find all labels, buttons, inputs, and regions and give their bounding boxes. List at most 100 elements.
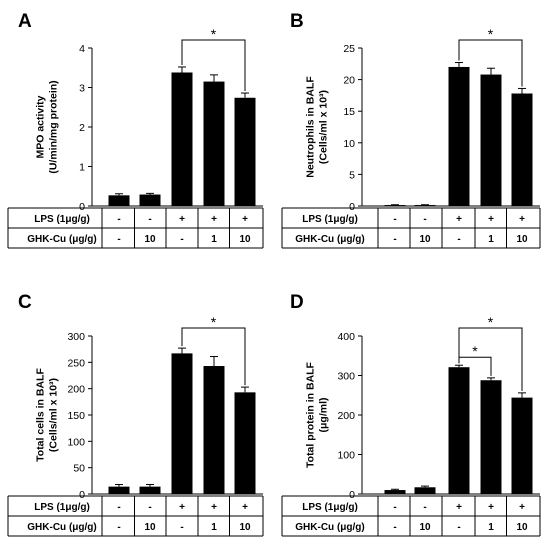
condition-cell: 1: [211, 522, 217, 533]
panel-letter: C: [18, 292, 32, 313]
panel-letter: D: [290, 292, 304, 313]
y-tick-label: 20: [343, 75, 355, 87]
significance-marker: *: [211, 26, 217, 42]
significance-bracket: [458, 39, 523, 87]
condition-cell: -: [393, 234, 396, 245]
y-tick-label: 25: [343, 43, 355, 55]
y-tick-label: 100: [337, 450, 355, 462]
condition-cell: +: [179, 502, 185, 513]
y-tick-label: 2: [79, 122, 85, 134]
condition-label: LPS (1μg/g): [34, 214, 90, 225]
y-axis-label: (μg/ml): [318, 397, 330, 432]
y-tick-label: 0: [349, 201, 355, 213]
condition-cell: +: [242, 214, 248, 225]
condition-label: GHK-Cu (μg/g): [27, 234, 96, 245]
y-axis-label: Total cells in BALF: [35, 368, 47, 462]
y-tick-label: 10: [343, 138, 355, 150]
condition-cell: +: [519, 502, 525, 513]
significance-marker: *: [488, 314, 494, 330]
condition-cell: -: [457, 522, 460, 533]
panel-b: B 0 5 10 15 20 25 Neutrophils in BALF (Cells/ml …: [281, 11, 541, 249]
y-tick-label: 5: [349, 169, 355, 181]
condition-cell: 10: [419, 234, 431, 245]
y-axis-label: (Cells/ml x 10³): [48, 378, 60, 452]
condition-label: GHK-Cu (μg/g): [295, 522, 364, 533]
y-tick-label: 150: [67, 410, 85, 422]
condition-cell: +: [242, 502, 248, 513]
bar: [171, 353, 193, 494]
condition-label: GHK-Cu (μg/g): [295, 234, 364, 245]
bar: [203, 366, 225, 494]
condition-cell: -: [117, 214, 120, 225]
condition-cell: -: [148, 502, 151, 513]
bar: [234, 97, 256, 206]
bar: [108, 486, 130, 494]
condition-cell: -: [117, 502, 120, 513]
panel-a: A 0 1 2 3 4 MPO activity (U/min/mg protein) * LPS…: [7, 11, 264, 249]
condition-cell: 10: [239, 234, 251, 245]
condition-cell: -: [117, 522, 120, 533]
condition-cell: -: [393, 522, 396, 533]
condition-cell: +: [456, 502, 462, 513]
condition-cell: +: [488, 214, 494, 225]
bar: [203, 81, 225, 206]
bar: [448, 66, 470, 207]
condition-cell: 10: [516, 234, 528, 245]
bar: [234, 392, 256, 494]
condition-cell: 10: [144, 522, 156, 533]
condition-cell: +: [519, 214, 525, 225]
significance-marker: *: [472, 343, 478, 359]
condition-cell: -: [393, 214, 396, 225]
y-tick-label: 50: [73, 463, 85, 475]
y-tick-label: 4: [79, 43, 85, 55]
panel-letter: B: [290, 11, 304, 32]
condition-cell: +: [488, 502, 494, 513]
y-tick-label: 200: [67, 384, 85, 396]
condition-cell: -: [148, 214, 151, 225]
panel-letter: A: [18, 11, 32, 32]
condition-cell: 1: [488, 234, 494, 245]
y-tick-label: 400: [337, 331, 355, 343]
significance-bracket: [181, 327, 246, 386]
condition-cell: -: [423, 214, 426, 225]
panel-d: D 0 100 200 300 400 Total protein in BALF (μg/m…: [281, 292, 541, 537]
y-tick-label: 0: [79, 201, 85, 213]
condition-label: GHK-Cu (μg/g): [27, 522, 96, 533]
condition-cell: 10: [144, 234, 156, 245]
bar: [139, 486, 161, 494]
bar: [171, 72, 193, 207]
condition-cell: -: [423, 502, 426, 513]
bar: [384, 490, 406, 494]
y-tick-label: 300: [67, 331, 85, 343]
y-tick-label: 100: [67, 436, 85, 448]
condition-cell: 1: [211, 234, 217, 245]
significance-bracket: [181, 39, 246, 92]
bar: [480, 74, 502, 206]
significance-bracket: [458, 327, 523, 391]
y-tick-label: 300: [337, 371, 355, 383]
bar: [384, 205, 406, 206]
condition-cell: -: [457, 234, 460, 245]
condition-cell: 10: [419, 522, 431, 533]
condition-cell: -: [117, 234, 120, 245]
bar: [139, 194, 161, 206]
bar: [448, 367, 470, 494]
condition-label: LPS (1μg/g): [302, 214, 358, 225]
condition-cell: 1: [488, 522, 494, 533]
y-axis-label: Total protein in BALF: [305, 361, 317, 468]
condition-cell: 10: [516, 522, 528, 533]
y-tick-label: 250: [67, 357, 85, 369]
condition-cell: +: [211, 502, 217, 513]
y-axis-label: MPO activity: [35, 95, 47, 158]
y-tick-label: 0: [79, 489, 85, 501]
condition-label: LPS (1μg/g): [34, 502, 90, 513]
significance-marker: *: [488, 26, 494, 42]
significance-marker: *: [211, 314, 217, 330]
condition-cell: +: [179, 214, 185, 225]
condition-cell: -: [180, 234, 183, 245]
panel-c: C 0 50 100 150 200 250 300 Total cells in BALF (C…: [7, 292, 264, 537]
condition-cell: -: [393, 502, 396, 513]
y-tick-label: 200: [337, 410, 355, 422]
y-tick-label: 3: [79, 83, 85, 95]
